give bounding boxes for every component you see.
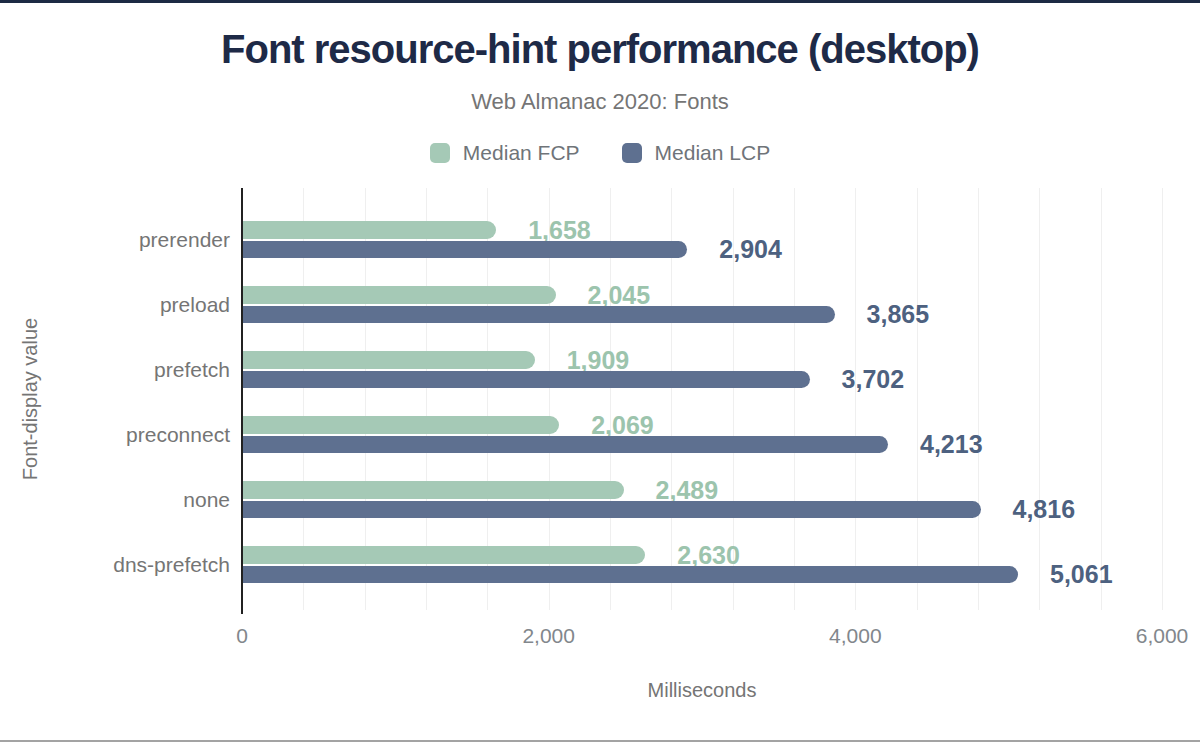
bar-median-lcp-preconnect[interactable] <box>242 436 888 454</box>
y-axis-category-label: preload <box>0 292 230 317</box>
bar-value-label-median-fcp-dns-prefetch: 2,630 <box>677 543 740 567</box>
bar-median-fcp-dns-prefetch[interactable] <box>242 546 645 564</box>
bar-median-lcp-none[interactable] <box>242 501 981 519</box>
bar-median-lcp-prefetch[interactable] <box>242 371 810 389</box>
bar-value-label-median-fcp-prerender: 1,658 <box>528 218 591 242</box>
legend-swatch-icon <box>622 143 642 163</box>
gridline <box>917 188 918 610</box>
bar-median-fcp-prerender[interactable] <box>242 221 496 239</box>
bar-value-label-median-lcp-preload: 3,865 <box>867 302 930 326</box>
y-axis-category-label: prefetch <box>0 357 230 382</box>
y-axis-title: Font-display value <box>19 318 42 480</box>
bar-median-fcp-prefetch[interactable] <box>242 351 535 369</box>
legend: Median FCP Median LCP <box>0 141 1200 165</box>
x-axis-tick-label: 0 <box>236 623 248 648</box>
x-axis-tick-label: 4,000 <box>829 623 882 648</box>
bar-value-label-median-fcp-preload: 2,045 <box>588 283 651 307</box>
chart-subtitle: Web Almanac 2020: Fonts <box>0 89 1200 115</box>
bar-median-lcp-prerender[interactable] <box>242 241 687 259</box>
plot-area: prerender1,6582,904preload2,0453,865pref… <box>242 188 1162 610</box>
x-axis-tick-label: 6,000 <box>1136 623 1189 648</box>
gridline <box>1039 188 1040 610</box>
bar-median-lcp-preload[interactable] <box>242 306 835 324</box>
legend-label: Median LCP <box>655 141 771 165</box>
bar-median-fcp-preload[interactable] <box>242 286 556 304</box>
gridline <box>794 188 795 610</box>
gridline <box>1101 188 1102 610</box>
gridline <box>978 188 979 610</box>
bar-value-label-median-lcp-prefetch: 3,702 <box>842 367 905 391</box>
bar-value-label-median-lcp-none: 4,816 <box>1013 497 1076 521</box>
bar-median-fcp-none[interactable] <box>242 481 624 499</box>
legend-swatch-icon <box>430 143 450 163</box>
y-axis-category-label: prerender <box>0 227 230 252</box>
y-axis-line <box>241 188 243 614</box>
legend-item-median-lcp[interactable]: Median LCP <box>622 141 771 165</box>
y-axis-category-label: preconnect <box>0 422 230 447</box>
bar-value-label-median-fcp-prefetch: 1,909 <box>567 348 630 372</box>
bar-value-label-median-fcp-none: 2,489 <box>656 478 719 502</box>
x-axis-title: Milliseconds <box>242 679 1162 702</box>
chart-figure: Font resource-hint performance (desktop)… <box>0 0 1200 742</box>
bar-value-label-median-lcp-prerender: 2,904 <box>719 237 782 261</box>
y-axis-category-label: none <box>0 487 230 512</box>
bar-median-lcp-dns-prefetch[interactable] <box>242 566 1018 584</box>
legend-item-median-fcp[interactable]: Median FCP <box>430 141 580 165</box>
bar-median-fcp-preconnect[interactable] <box>242 416 559 434</box>
legend-label: Median FCP <box>463 141 580 165</box>
chart-title: Font resource-hint performance (desktop) <box>0 27 1200 72</box>
x-axis-tick-label: 2,000 <box>522 623 575 648</box>
y-axis-category-label: dns-prefetch <box>0 552 230 577</box>
bar-value-label-median-lcp-preconnect: 4,213 <box>920 432 983 456</box>
gridline <box>1162 188 1163 610</box>
bar-value-label-median-fcp-preconnect: 2,069 <box>591 413 654 437</box>
gridline <box>855 188 856 610</box>
bar-value-label-median-lcp-dns-prefetch: 5,061 <box>1050 562 1113 586</box>
